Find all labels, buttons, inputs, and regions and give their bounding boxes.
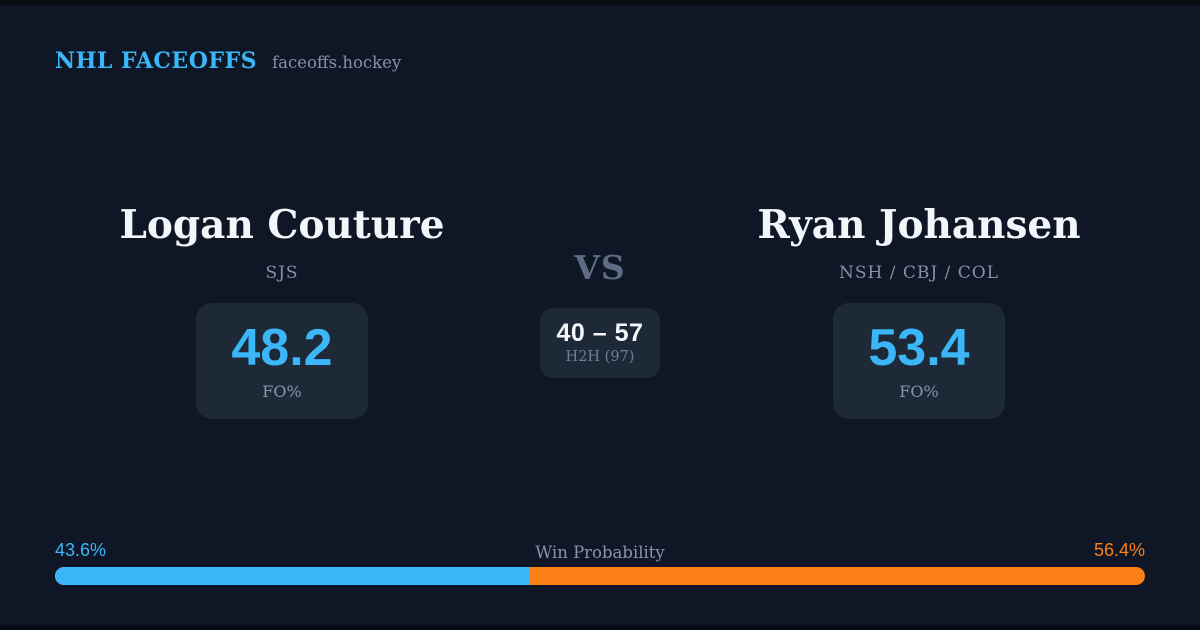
right-player-name: Ryan Johansen (757, 202, 1081, 248)
win-probability-title: Win Probability (535, 543, 665, 562)
right-player-teams: NSH / CBJ / COL (839, 263, 999, 283)
left-fo-card: 48.2 FO% (196, 303, 368, 419)
win-probability-bar (55, 567, 1145, 585)
right-fo-value: 53.4 (868, 318, 970, 377)
h2h-label: H2H (97) (565, 349, 635, 365)
right-fo-card: 53.4 FO% (833, 303, 1005, 419)
site-url: faceoffs.hockey (272, 53, 402, 72)
bottom-edge (0, 625, 1200, 630)
left-fo-label: FO% (262, 381, 302, 401)
top-edge (0, 0, 1200, 5)
right-fo-label: FO% (899, 381, 939, 401)
vs-label: VS (574, 248, 626, 287)
header: NHL FACEOFFS faceoffs.hockey (55, 48, 401, 74)
right-win-probability-value: 56.4% (1093, 540, 1145, 560)
left-player-name: Logan Couture (119, 202, 445, 248)
left-player-teams: SJS (265, 263, 299, 283)
left-fo-value: 48.2 (231, 318, 333, 377)
h2h-box: 40 – 57 H2H (97) (540, 308, 660, 378)
brand-logo: NHL FACEOFFS (55, 48, 257, 74)
left-win-probability-value: 43.6% (55, 540, 107, 560)
h2h-score: 40 – 57 (556, 319, 644, 347)
win-probability-bar-left-segment (55, 567, 531, 585)
